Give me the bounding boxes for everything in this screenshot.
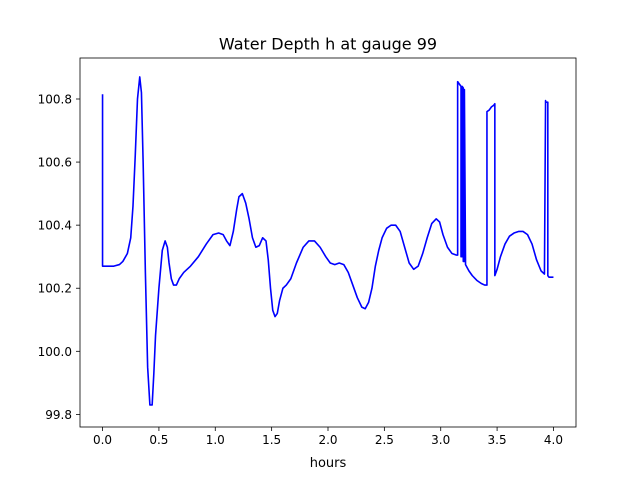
x-tick-label: 0.0 (93, 433, 112, 447)
x-tick-label: 1.5 (262, 433, 281, 447)
x-tick-label: 1.0 (206, 433, 225, 447)
y-tick-label: 100.6 (38, 156, 72, 170)
y-tick-label: 100.2 (38, 282, 72, 296)
x-tick-label: 2.0 (318, 433, 337, 447)
chart-title: Water Depth h at gauge 99 (219, 35, 437, 54)
y-tick-label: 99.8 (45, 408, 72, 422)
y-axis: 99.8 100.0 100.2 100.4 100.6 100.8 (38, 93, 80, 422)
y-tick-label: 100.4 (38, 219, 72, 233)
x-tick-label: 3.5 (488, 433, 507, 447)
y-tick-label: 100.0 (38, 345, 72, 359)
y-tick-label: 100.8 (38, 93, 72, 107)
x-tick-label: 0.5 (149, 433, 168, 447)
x-axis: 0.0 0.5 1.0 1.5 2.0 2.5 3.0 3.5 4.0 (93, 427, 563, 447)
plot-area (101, 76, 554, 406)
x-tick-label: 4.0 (544, 433, 563, 447)
series-line-0 (101, 76, 554, 406)
plot-frame (79, 57, 577, 428)
x-tick-label: 2.5 (375, 433, 394, 447)
x-axis-label: hours (310, 456, 347, 471)
x-tick-label: 3.0 (431, 433, 450, 447)
